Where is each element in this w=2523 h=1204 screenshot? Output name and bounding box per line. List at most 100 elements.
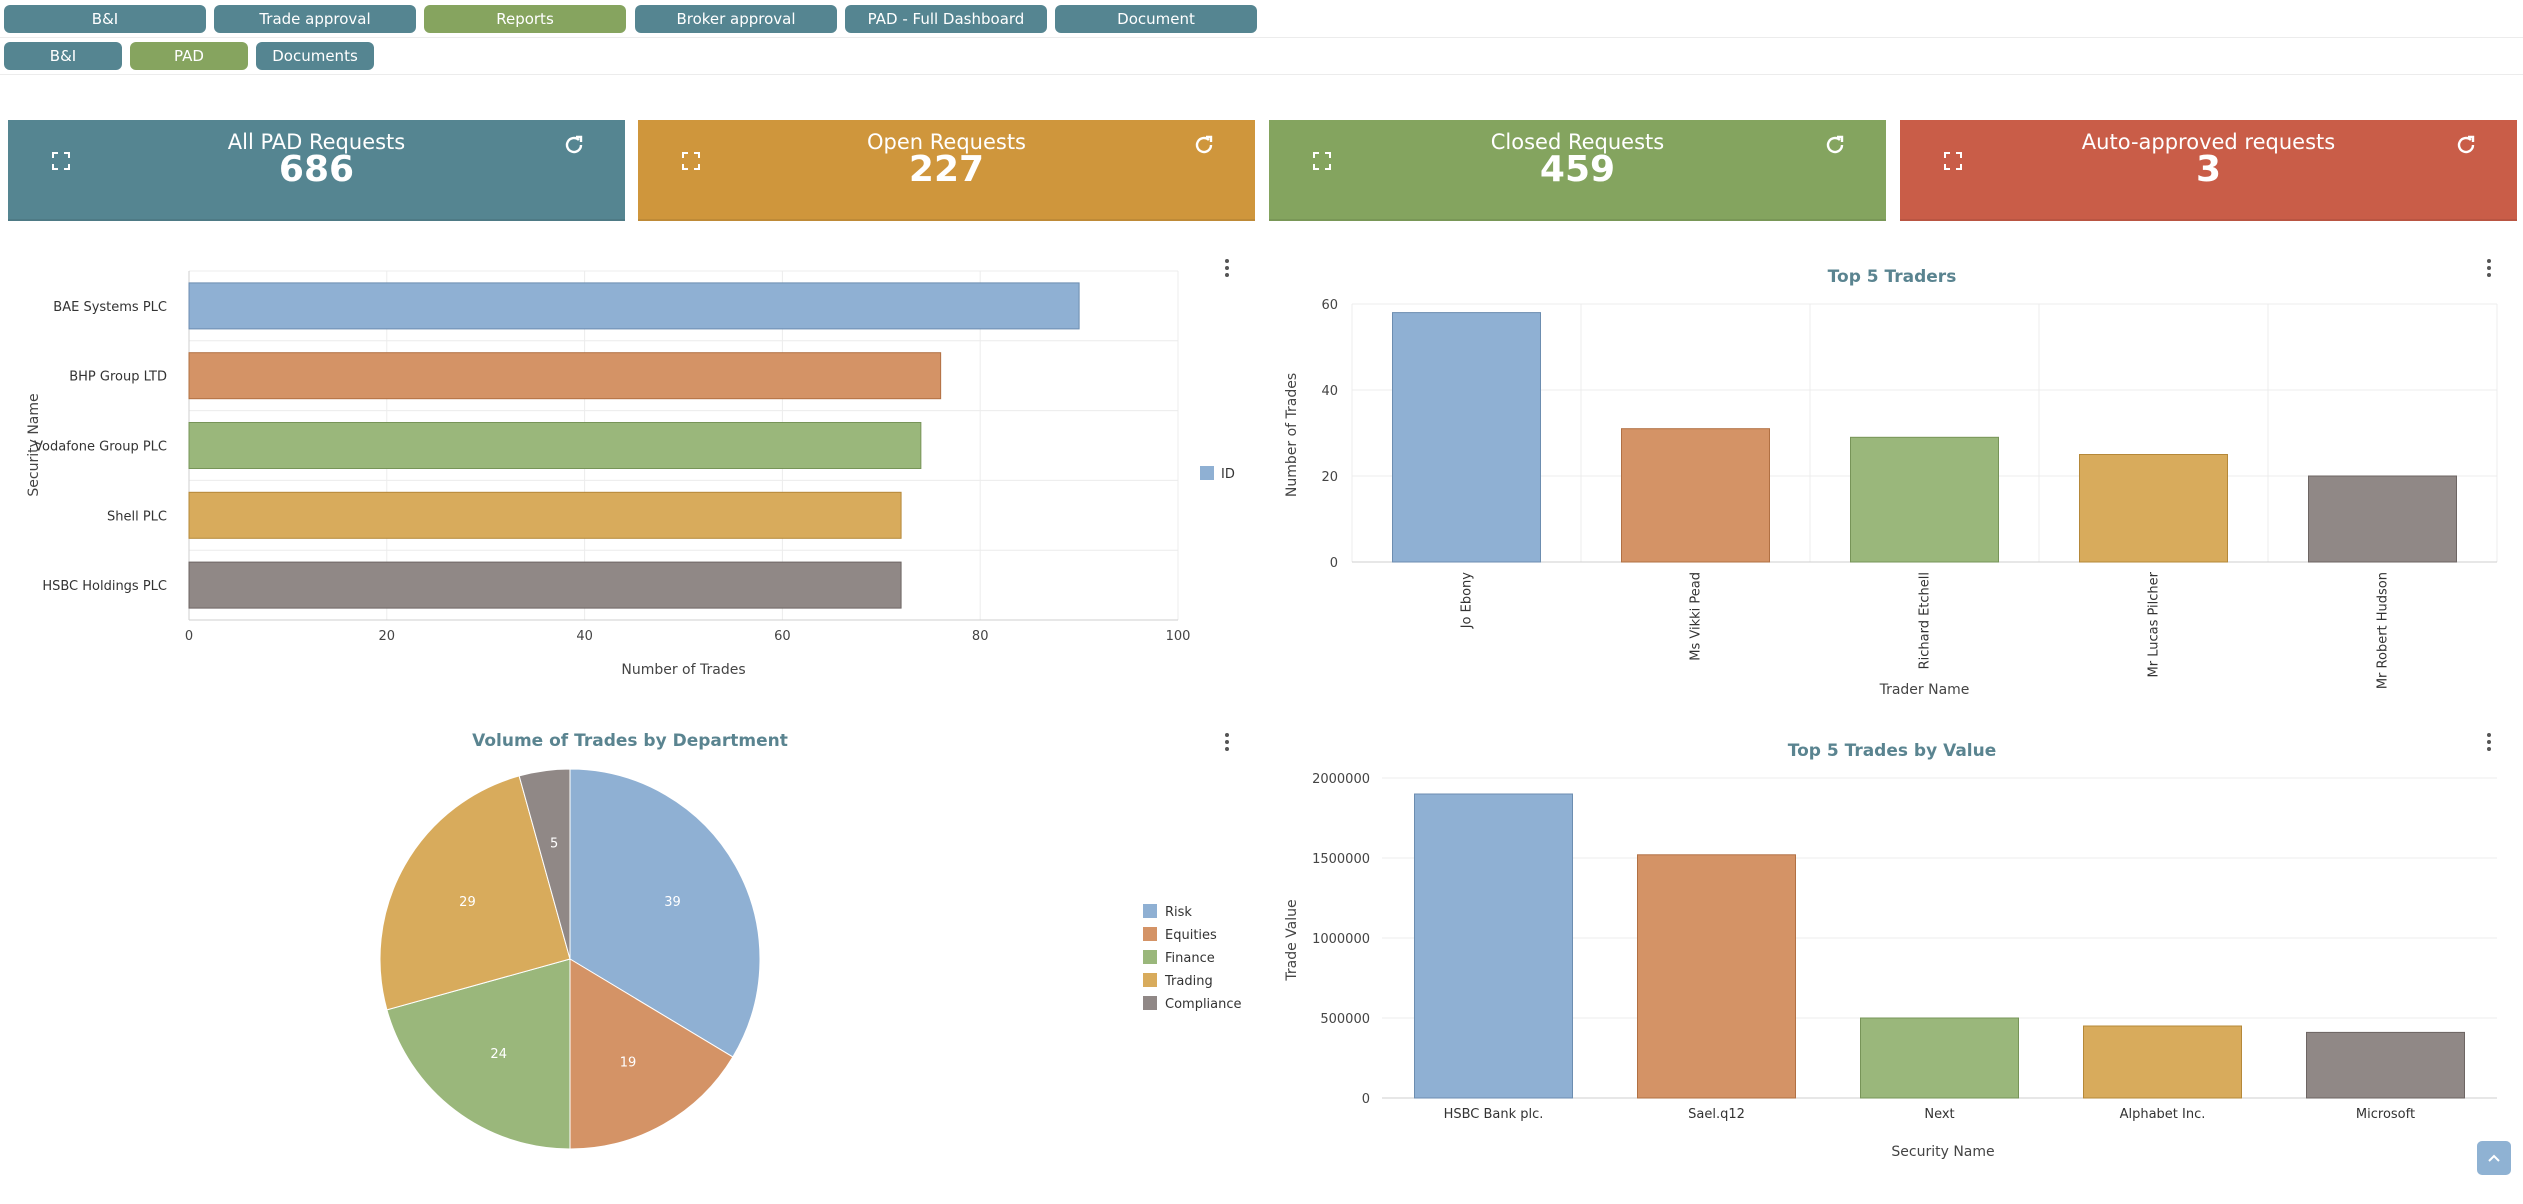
refresh-icon[interactable]: [2455, 134, 2477, 156]
legend-swatch: [1143, 996, 1157, 1010]
y-tick-label: Vodafone Group PLC: [34, 440, 167, 455]
x-tick-label: Richard Etchell: [1918, 572, 1933, 669]
chart-title: Volume of Trades by Department: [472, 731, 788, 751]
pie-value-label: 19: [620, 1056, 637, 1071]
y-tick-label: 0: [1330, 556, 1338, 571]
expand-icon[interactable]: [52, 152, 70, 170]
subnav-button-pad[interactable]: PAD: [130, 42, 248, 70]
y-tick-label: HSBC Holdings PLC: [42, 579, 167, 594]
legend-label: Compliance: [1165, 997, 1242, 1012]
refresh-icon[interactable]: [1193, 134, 1215, 156]
bar[interactable]: [188, 422, 922, 469]
x-tick-label: HSBC Bank plc.: [1444, 1107, 1544, 1122]
chart-menu-icon[interactable]: [1222, 731, 1232, 753]
y-axis-label: Trade Value: [1284, 899, 1300, 981]
card-all-pad-requests: All PAD Requests 686: [8, 120, 625, 221]
bar[interactable]: [1860, 1017, 2019, 1099]
card-value: 227: [908, 149, 985, 190]
bar[interactable]: [1637, 854, 1796, 1099]
bar[interactable]: [188, 491, 902, 539]
card-auto-approved-requests: Auto-approved requests 3: [1900, 120, 2517, 221]
card-title: All PAD Requests: [227, 130, 406, 154]
pie-slice[interactable]: [569, 958, 734, 1150]
refresh-icon[interactable]: [1824, 134, 1846, 156]
bar[interactable]: [1850, 436, 1999, 563]
pie-value-label: 39: [664, 895, 681, 910]
x-axis-label: Trader Name: [1879, 682, 1970, 698]
x-tick-label: Next: [1924, 1107, 1954, 1122]
subnav-button-documents[interactable]: Documents: [256, 42, 374, 70]
expand-icon[interactable]: [682, 152, 700, 170]
nav-button-broker-approval[interactable]: Broker approval: [635, 5, 837, 33]
y-tick-label: 40: [1321, 384, 1338, 399]
nav-button-trade-approval[interactable]: Trade approval: [214, 5, 416, 33]
bar[interactable]: [188, 352, 942, 400]
chart-menu-icon[interactable]: [1222, 257, 1232, 279]
legend-swatch: [1143, 973, 1157, 987]
y-tick-label: BAE Systems PLC: [53, 300, 167, 315]
bar[interactable]: [1414, 793, 1573, 1099]
expand-icon[interactable]: [1944, 152, 1962, 170]
bar[interactable]: [2083, 1025, 2242, 1099]
chevron-up-icon: [2488, 1154, 2500, 1162]
x-tick-label: 0: [185, 629, 193, 644]
x-axis-label: Security Name: [1891, 1144, 1994, 1160]
x-tick-label: Jo Ebony: [1460, 572, 1475, 630]
pie-slice[interactable]: [379, 775, 571, 1011]
bar[interactable]: [2308, 475, 2457, 563]
chart-panel-department-volume: Volume of Trades by Department 39 19 24 29 5 R…: [0, 720, 1260, 1200]
x-tick-label: 20: [379, 629, 396, 644]
y-tick-label: BHP Group LTD: [69, 370, 167, 385]
chart-title: Top 5 Traders: [1828, 267, 1957, 287]
x-tick-label: Alphabet Inc.: [2120, 1107, 2206, 1122]
y-tick-label: Shell PLC: [107, 509, 167, 524]
nav-button-pad-full-dashboard[interactable]: PAD - Full Dashboard: [845, 5, 1047, 33]
x-tick-label: Mr Lucas Pilcher: [2147, 571, 2162, 677]
bar[interactable]: [2306, 1031, 2465, 1099]
nav-button-reports[interactable]: Reports: [424, 5, 626, 33]
pie-slice[interactable]: [518, 768, 571, 960]
bar[interactable]: [1621, 428, 1770, 563]
x-tick-label: 80: [972, 629, 989, 644]
nav-divider: [0, 37, 2523, 38]
chart-menu-icon[interactable]: [2484, 731, 2494, 753]
legend-swatch: [1143, 904, 1157, 918]
x-tick-label: 40: [576, 629, 593, 644]
refresh-icon[interactable]: [563, 134, 585, 156]
pie-value-label: 5: [550, 836, 558, 851]
x-tick-label: 100: [1166, 629, 1191, 644]
chart-trades-by-value: Top 5 Trades by Value 0 500000 1000000 15000…: [1284, 741, 2497, 1160]
y-tick-label: 60: [1321, 298, 1338, 313]
legend-label: ID: [1221, 467, 1235, 482]
expand-icon[interactable]: [1313, 152, 1331, 170]
card-value: 686: [278, 149, 355, 190]
chart-title: Top 5 Trades by Value: [1788, 741, 1997, 761]
bar[interactable]: [188, 561, 902, 609]
subnav-button-bi[interactable]: B&I: [4, 42, 122, 70]
card-value: 459: [1539, 149, 1616, 190]
legend-label: Trading: [1164, 974, 1213, 989]
y-axis-label: Number of Trades: [1284, 373, 1300, 497]
pie-slice[interactable]: [569, 768, 761, 1058]
y-tick-label: 20: [1321, 470, 1338, 485]
y-tick-label: 1500000: [1312, 852, 1370, 867]
chart-menu-icon[interactable]: [2484, 257, 2494, 279]
nav-button-bi[interactable]: B&I: [4, 5, 206, 33]
chart-panel-top-securities: 0 20 40 60 80 100 BAE Systems PLC BHP Group LTD…: [0, 250, 1260, 690]
y-tick-label: 500000: [1320, 1012, 1370, 1027]
bar[interactable]: [2079, 454, 2228, 563]
y-tick-label: 0: [1362, 1092, 1370, 1107]
chart-department-volume: Volume of Trades by Department 39 19 24 29 5 R…: [379, 731, 1242, 1150]
card-title: Auto-approved requests: [2081, 130, 2336, 154]
legend-swatch: [1200, 466, 1214, 480]
legend-label: Finance: [1165, 951, 1215, 966]
chart-panel-trades-by-value: Top 5 Trades by Value 0 500000 1000000 15000…: [1262, 720, 2523, 1200]
nav-button-document[interactable]: Document: [1055, 5, 1257, 33]
y-tick-label: 2000000: [1312, 772, 1370, 787]
pie-slice[interactable]: [386, 958, 571, 1150]
y-axis-label: Security Name: [26, 393, 42, 496]
card-value: 3: [2195, 149, 2222, 190]
scroll-to-top-button[interactable]: [2477, 1141, 2511, 1175]
bar[interactable]: [1392, 312, 1541, 563]
bar[interactable]: [188, 282, 1080, 330]
